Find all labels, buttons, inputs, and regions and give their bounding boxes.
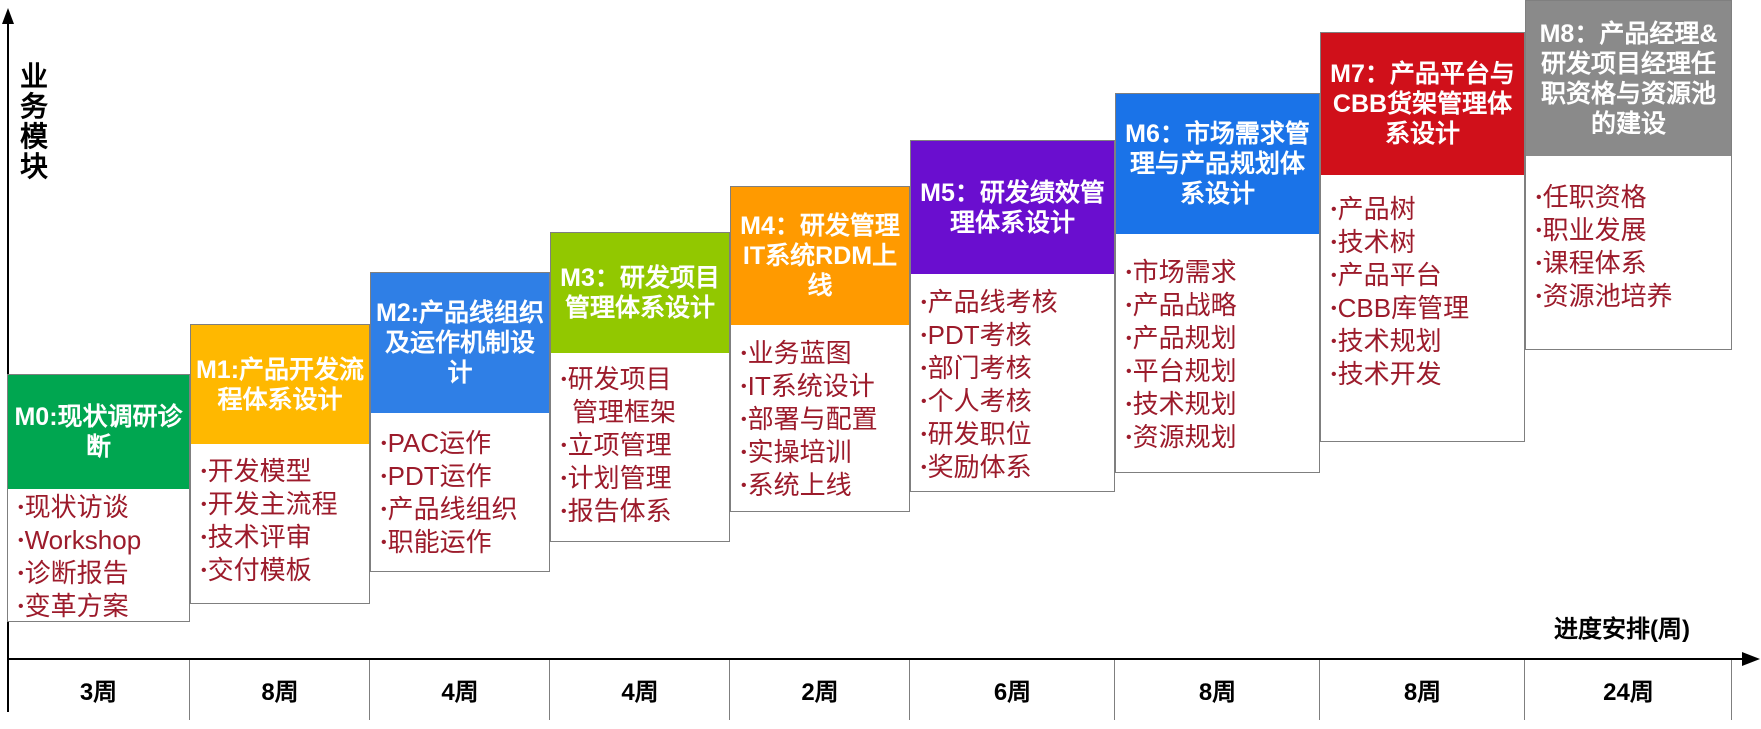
column-divider: [189, 660, 190, 720]
stage-title: M8：产品经理&研发项目经理任职资格与资源池的建设: [1526, 1, 1731, 156]
list-item: 技术规划: [1331, 325, 1522, 358]
stage-item-list: 研发项目管理框架立项管理计划管理报告体系: [561, 363, 727, 528]
stage-item-list: 业务蓝图IT系统设计部署与配置实操培训系统上线: [741, 337, 907, 502]
list-item: 研发项目: [561, 363, 727, 396]
list-item: 开发模型: [201, 455, 367, 488]
list-item: 部署与配置: [741, 403, 907, 436]
list-item: 立项管理: [561, 429, 727, 462]
column-divider: [1114, 660, 1115, 720]
duration-label: 4周: [441, 678, 479, 706]
list-item: 平台规划: [1126, 355, 1317, 388]
stage-m4: M4：研发管理IT系统RDM上线业务蓝图IT系统设计部署与配置实操培训系统上线: [730, 186, 910, 512]
duration-label: 3周: [79, 678, 118, 706]
list-item: CBB库管理: [1331, 292, 1522, 325]
stage-item-list: 市场需求产品战略产品规划平台规划技术规划资源规划: [1126, 256, 1317, 454]
list-item: 诊断报告: [18, 557, 187, 590]
list-item: 技术规划: [1126, 388, 1317, 421]
stage-title: M1:产品开发流程体系设计: [191, 325, 369, 444]
duration-label: 6周: [993, 678, 1032, 706]
list-item: 管理框架: [572, 397, 677, 427]
list-item: 产品平台: [1331, 259, 1522, 292]
stage-m2: M2:产品线组织及运作机制设计 PAC运作PDT运作产品线组织职能运作: [370, 272, 550, 572]
list-item: 技术开发: [1331, 358, 1522, 391]
list-item: 资源规划: [1126, 421, 1317, 454]
stage-title: M6：市场需求管理与产品规划体系设计: [1116, 94, 1319, 234]
list-item: 产品线组织: [381, 493, 547, 526]
list-item: PDT考核: [921, 319, 1112, 352]
list-item: 开发主流程: [201, 488, 367, 521]
column-divider: [729, 660, 730, 720]
stage-m8: M8：产品经理&研发项目经理任职资格与资源池的建设任职资格职业发展课程体系资源池…: [1525, 0, 1732, 350]
list-item: 个人考核: [921, 385, 1112, 418]
duration-label: 8周: [1403, 678, 1442, 706]
duration-label: 8周: [1198, 678, 1237, 706]
list-item: Workshop: [18, 524, 187, 557]
list-item: 产品战略: [1126, 289, 1317, 322]
list-item: 市场需求: [1126, 256, 1317, 289]
list-item: 变革方案: [18, 590, 187, 623]
stage-title: M3：研发项目管理体系设计: [551, 233, 729, 353]
stage-item-list: 产品树技术树产品平台CBB库管理技术规划技术开发: [1331, 193, 1522, 391]
list-item: 产品规划: [1126, 322, 1317, 355]
stage-m0: M0:现状调研诊断现状访谈Workshop诊断报告变革方案: [7, 374, 190, 622]
list-item: 计划管理: [561, 462, 727, 495]
list-item: 业务蓝图: [741, 337, 907, 370]
stage-m5: M5：研发绩效管理体系设计产品线考核PDT考核部门考核个人考核研发职位奖励体系: [910, 140, 1115, 492]
stage-title: M0:现状调研诊断: [8, 375, 189, 489]
list-item: 职能运作: [381, 526, 547, 559]
x-axis-label: 进度安排(周): [1554, 616, 1690, 643]
list-item: 实操培训: [741, 436, 907, 469]
y-axis: [7, 22, 9, 712]
stage-title: M7：产品平台与CBB货架管理体系设计: [1321, 33, 1524, 175]
duration-label: 8周: [261, 678, 299, 706]
stage-item-list: 任职资格职业发展课程体系资源池培养: [1536, 181, 1729, 313]
stage-item-list: 产品线考核PDT考核部门考核个人考核研发职位奖励体系: [921, 286, 1112, 484]
column-divider: [549, 660, 550, 720]
list-item: 产品线考核: [921, 286, 1112, 319]
list-item: 产品树: [1331, 193, 1522, 226]
x-axis: [7, 658, 1742, 660]
x-axis-arrow: [1742, 652, 1760, 666]
list-item: 现状访谈: [18, 491, 187, 524]
column-divider: [1731, 660, 1732, 720]
list-item: 技术树: [1331, 226, 1522, 259]
list-item: 技术评审: [201, 521, 367, 554]
list-item: 资源池培养: [1536, 280, 1729, 313]
list-item: 部门考核: [921, 352, 1112, 385]
list-item: 研发职位: [921, 418, 1112, 451]
duration-label: 2周: [801, 678, 839, 706]
stage-item-list: 开发模型开发主流程技术评审交付模板: [201, 455, 367, 587]
list-item: PDT运作: [381, 460, 547, 493]
list-item: 报告体系: [561, 495, 727, 528]
column-divider: [1319, 660, 1320, 720]
list-item: 交付模板: [201, 554, 367, 587]
list-item: 职业发展: [1536, 214, 1729, 247]
column-divider: [1524, 660, 1525, 720]
list-item: IT系统设计: [741, 370, 907, 403]
column-divider: [369, 660, 370, 720]
column-divider: [909, 660, 910, 720]
stage-m7: M7：产品平台与CBB货架管理体系设计产品树技术树产品平台CBB库管理技术规划技…: [1320, 32, 1525, 442]
y-axis-arrow: [2, 8, 14, 24]
stage-item-list: PAC运作PDT运作产品线组织职能运作: [381, 427, 547, 559]
y-axis-label: 业务模块: [20, 61, 49, 182]
list-item: 课程体系: [1536, 247, 1729, 280]
list-item: 任职资格: [1536, 181, 1729, 214]
stage-item-list: 现状访谈Workshop诊断报告变革方案: [18, 491, 187, 623]
stage-m6: M6：市场需求管理与产品规划体系设计市场需求产品战略产品规划平台规划技术规划资源…: [1115, 93, 1320, 473]
list-item: 奖励体系: [921, 451, 1112, 484]
stage-m1: M1:产品开发流程体系设计开发模型开发主流程技术评审交付模板: [190, 324, 370, 604]
list-item: PAC运作: [381, 427, 547, 460]
duration-label: 4周: [621, 678, 659, 706]
stage-title: M5：研发绩效管理体系设计: [911, 141, 1114, 274]
stage-title: M2:产品线组织及运作机制设计: [371, 273, 549, 413]
stage-title: M4：研发管理IT系统RDM上线: [731, 187, 909, 325]
stage-m3: M3：研发项目管理体系设计研发项目管理框架立项管理计划管理报告体系: [550, 232, 730, 542]
duration-label: 24周: [1603, 678, 1654, 706]
list-item: 系统上线: [741, 469, 907, 502]
